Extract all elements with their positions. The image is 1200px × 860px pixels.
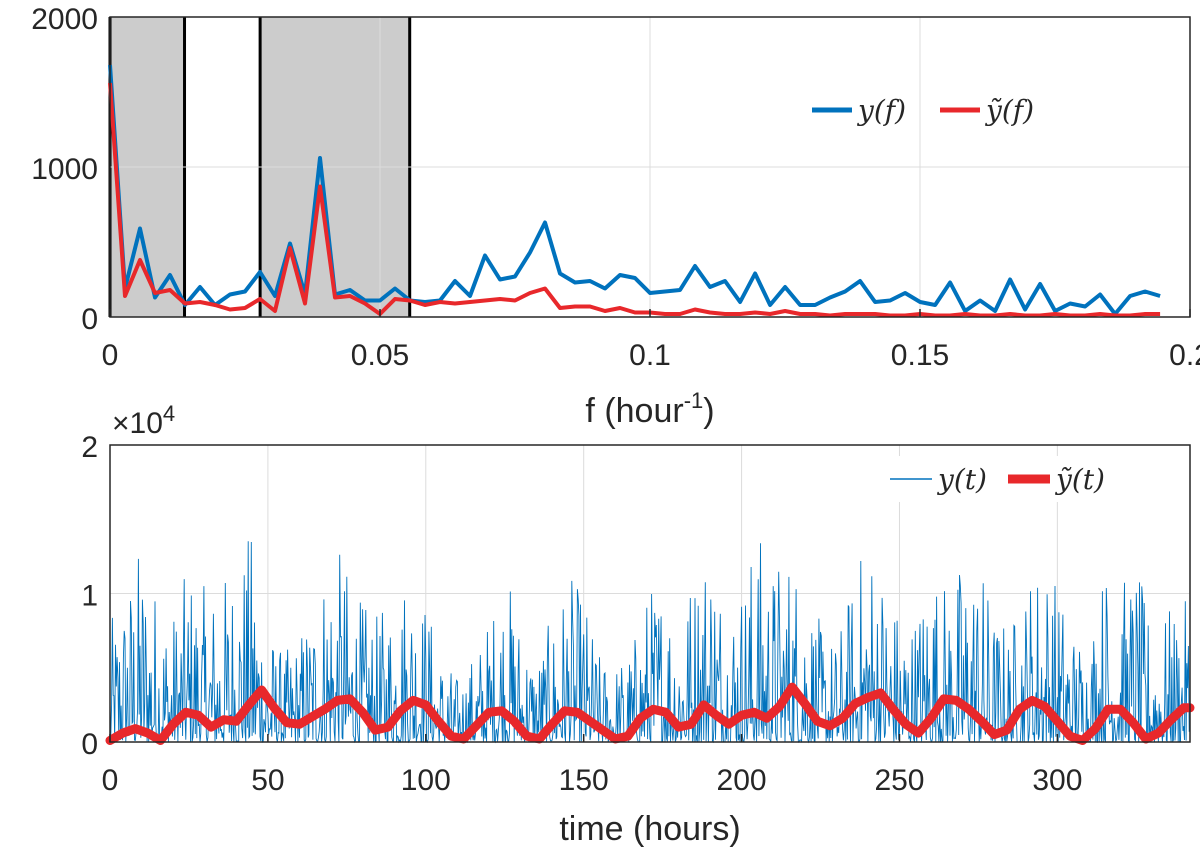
time-line-ytilde-t [105,682,1195,745]
time-x-tick-label-2: 100 [401,764,451,797]
spectrum-y-tick-label-1: 1000 [31,153,98,186]
spectrum-x-tick-label-3: 0.15 [891,339,949,372]
spectrum-y-ticks: 0 1000 2000 [31,3,98,336]
spectrum-line-1 [108,82,1161,318]
time-x-axis-label: time (hours) [559,810,740,848]
spectrum-x-ticks: 0 0.05 0.1 0.15 0.2 [102,309,1200,372]
spectrum-x-tick-label-1: 0.05 [351,339,409,372]
spectrum-x-axis-label: f (hour-1) [585,388,714,430]
spectrum-legend: y(f) ỹ(f) [812,94,1034,127]
time-legend: y(t) ỹ(t) [880,456,1180,502]
time-series [105,541,1195,745]
spectrum-x-tick-label-2: 0.1 [629,339,671,372]
time-line-y-t [109,541,1191,744]
time-y-tick-label-0: 0 [81,728,98,761]
time-frame [109,444,1191,743]
spectrum-grid [110,17,1190,317]
time-x-tick-label-6: 300 [1032,764,1082,797]
legend-label-ytilde-t: ỹ(t) [1054,463,1105,496]
time-grid [110,445,1190,742]
spectrum-y-tick-label-0: 0 [81,303,98,336]
time-y-ticks: 0 1 2 [81,431,98,761]
y-exponent-label: ×104 [112,401,175,440]
time-x-tick-label-1: 50 [251,764,284,797]
time-x-tick-label-5: 250 [874,764,924,797]
time-y-tick-label-2: 2 [81,431,98,464]
spectrum-y-tick-label-2: 2000 [31,3,98,36]
spectrum-series [108,64,1161,318]
time-series-panel: 0 50 100 150 200 250 300 0 1 2 ×104 time (hours)… [81,401,1195,848]
spectrum-panel: 0 0.05 0.1 0.15 0.2 0 1000 2000 f (hour-1) y(f… [31,3,1200,430]
legend-label-ytilde-f: ỹ(f) [984,94,1034,127]
spectrum-x-tick-label-4: 0.2 [1169,339,1200,372]
time-y-tick-label-1: 1 [81,580,98,613]
legend-label-y-t: y(t) [936,463,987,496]
spectrum-x-tick-label-0: 0 [102,339,119,372]
legend-label-y-f: y(f) [856,94,906,127]
time-x-tick-label-0: 0 [102,764,119,797]
time-x-tick-label-3: 150 [559,764,609,797]
time-x-tick-label-4: 200 [717,764,767,797]
time-x-ticks: 0 50 100 150 200 250 300 [102,734,1082,797]
